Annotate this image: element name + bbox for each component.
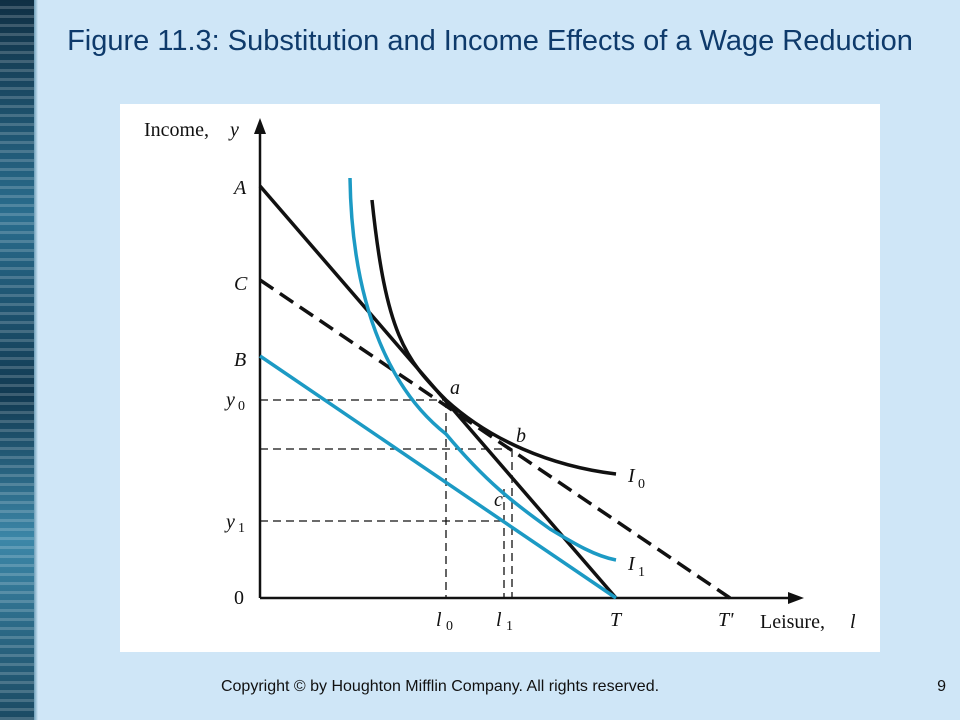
label-C: C [234, 273, 248, 295]
label-point-a: a [450, 377, 460, 399]
label-T: T [610, 609, 623, 631]
label-l1-sub: 1 [506, 619, 513, 634]
diagram: Income, y Leisure, l A C B y 0 y 1 0 l 0… [144, 118, 856, 634]
label-point-b: b [516, 425, 526, 447]
label-I0: I [627, 465, 636, 487]
label-I0-sub: 0 [638, 477, 645, 492]
label-l0: l [436, 609, 442, 631]
label-l1: l [496, 609, 502, 631]
slide-title: Figure 11.3: Substitution and Income Eff… [67, 25, 913, 57]
y-axis-var: y [228, 119, 239, 141]
budget-line-CT-prime [259, 278, 731, 600]
indifference-curve-I1 [348, 177, 617, 562]
y-axis-arrow [254, 118, 266, 134]
decorative-left-edge [34, 0, 38, 720]
x-axis-label: Leisure, [760, 611, 825, 633]
indifference-curve-I0 [370, 199, 617, 476]
copyright-footer: Copyright © by Houghton Mifflin Company.… [220, 678, 660, 695]
label-l0-sub: 0 [446, 619, 453, 634]
x-axis-var: l [850, 611, 856, 633]
label-y1-sub: 1 [238, 521, 245, 536]
label-point-c: c [494, 489, 503, 511]
label-y0-sub: 0 [238, 399, 245, 414]
label-A: A [232, 177, 247, 199]
budget-line-BT [259, 354, 617, 600]
label-y0: y [224, 389, 235, 411]
label-y1: y [224, 511, 235, 533]
y-axis-label: Income, [144, 119, 209, 141]
page-number: 9 [937, 678, 946, 695]
decorative-left-strip [0, 0, 34, 720]
label-I1-sub: 1 [638, 565, 645, 580]
label-T-prime: T' [718, 609, 734, 631]
label-origin: 0 [234, 587, 244, 609]
label-B: B [234, 349, 246, 371]
x-axis-arrow [788, 592, 804, 604]
reference-lines [260, 399, 513, 598]
figure-panel: Income, y Leisure, l A C B y 0 y 1 0 l 0… [120, 104, 880, 652]
label-I1: I [627, 553, 636, 575]
